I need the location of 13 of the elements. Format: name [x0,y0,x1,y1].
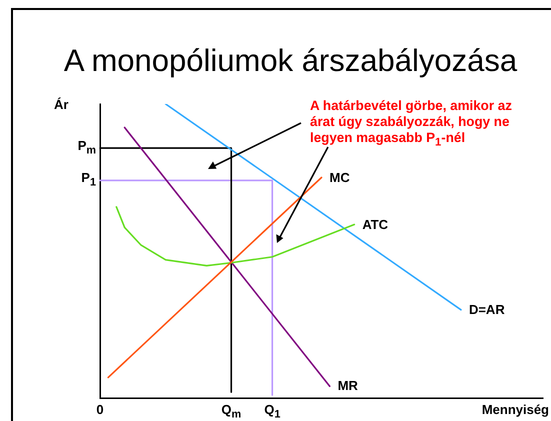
series-label: MR [338,378,358,394]
series-label: ATC [362,216,388,232]
series-label: P$_{1}$ [81,170,96,190]
series-label: P$_{m}$ [78,138,96,158]
annotation: A határbevétel görbe, amikor az árat úgy szabályozzák, hogy ne legyen magasabb P$_{1}$-nél [310,98,513,151]
y-axis-title: Ár [54,97,68,112]
x-tick-label: Q$_{1}$ [264,402,280,421]
x-tick-label: 0 [96,402,104,418]
series-label: D=AR [468,302,505,317]
x-tick-label: Q$_{m}$ [221,402,242,421]
x-axis-title: Mennyiség [482,402,549,418]
chart-title: A monopóliumok árszabályozása [62,43,518,79]
series-label: MC [330,169,350,185]
